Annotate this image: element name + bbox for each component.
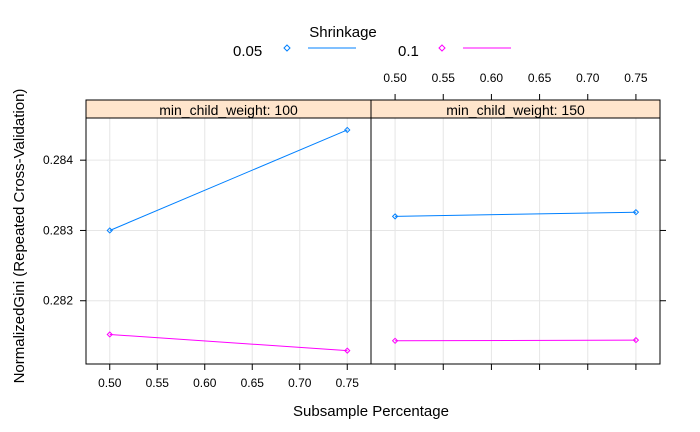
legend-entry-label: 0.1 xyxy=(398,43,419,60)
legend-entry-label: 0.05 xyxy=(233,43,262,60)
x-tick-label: 0.65 xyxy=(528,71,552,85)
y-axis-label: NormalizedGini (Repeated Cross-Validatio… xyxy=(11,89,28,384)
panel-strip-label: min_child_weight: 100 xyxy=(159,102,298,118)
x-tick-label: 0.50 xyxy=(98,376,122,390)
series-line-0.1 xyxy=(395,339,636,342)
x-tick-label: 0.70 xyxy=(288,376,312,390)
legend-marker xyxy=(283,44,291,52)
x-tick-label: 0.75 xyxy=(336,376,360,390)
data-point xyxy=(106,331,113,338)
legend: Shrinkage 0.05 0.1 xyxy=(233,24,511,60)
x-tick-label: 0.50 xyxy=(383,71,407,85)
panel-frame xyxy=(85,117,372,365)
legend-title: Shrinkage xyxy=(309,24,377,41)
panel-strip-label: min_child_weight: 150 xyxy=(446,102,585,118)
x-axis-label: Subsample Percentage xyxy=(293,403,449,420)
series-line-0.05 xyxy=(109,129,348,231)
series-line-0.05 xyxy=(395,211,636,217)
data-point xyxy=(106,227,113,234)
data-point xyxy=(632,336,640,344)
series-line-0.1 xyxy=(109,334,348,352)
x-tick-label: 0.60 xyxy=(193,376,217,390)
x-tick-label: 0.75 xyxy=(624,71,648,85)
data-point xyxy=(344,126,351,134)
data-point xyxy=(391,213,399,220)
panel-frame xyxy=(370,117,661,365)
y-tick-label: 0.284 xyxy=(43,153,73,167)
data-point xyxy=(632,208,640,216)
x-tick-label: 0.60 xyxy=(480,71,504,85)
panel-2: min_child_weight: 150 0.50 0.55 0.60 0.65 0.7… xyxy=(370,71,666,370)
x-tick-label: 0.65 xyxy=(241,376,265,390)
y-tick-label: 0.282 xyxy=(43,294,73,308)
x-tick-label: 0.55 xyxy=(432,71,456,85)
x-tick-label: 0.55 xyxy=(146,376,170,390)
panels: min_child_weight: 100 0.50 0.55 0.60 0.65 0.7… xyxy=(43,71,666,390)
x-tick-label: 0.70 xyxy=(576,71,600,85)
data-point xyxy=(344,347,351,354)
data-point xyxy=(391,337,399,345)
y-tick-label: 0.283 xyxy=(43,223,73,237)
panel-1: min_child_weight: 100 0.50 0.55 0.60 0.65 0.7… xyxy=(43,99,372,390)
legend-marker xyxy=(438,44,446,52)
